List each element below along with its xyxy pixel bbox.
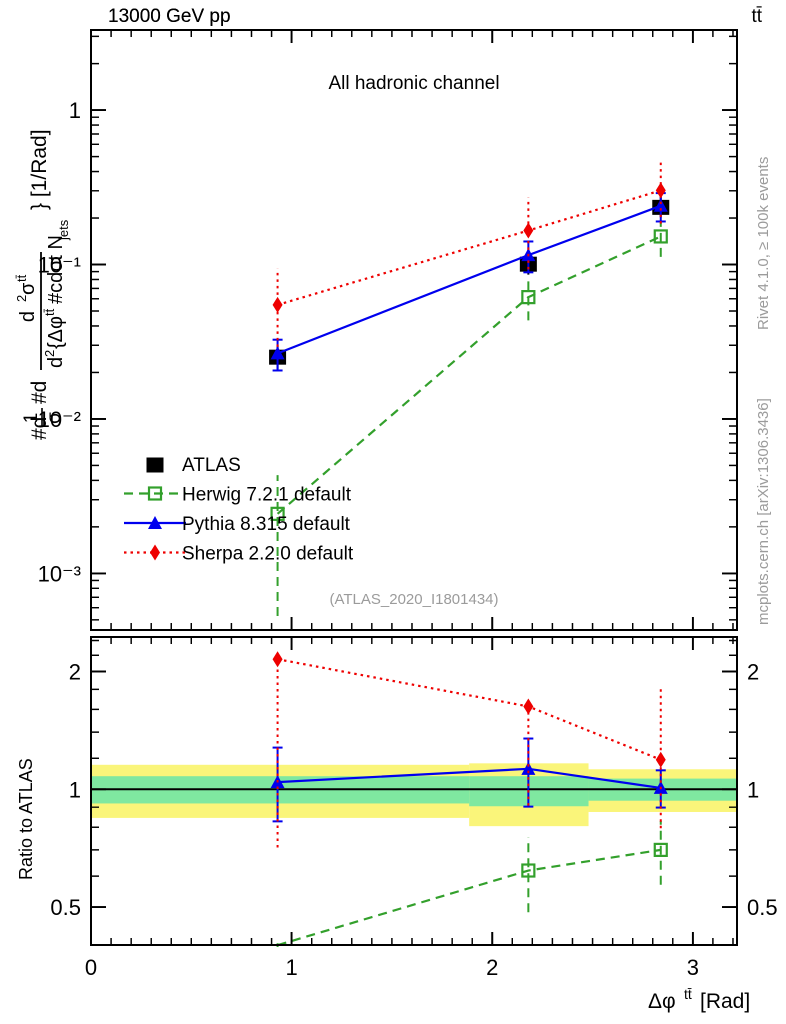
marker-square-open	[653, 842, 668, 857]
legend-label: ATLAS	[182, 455, 241, 476]
x-tick-label: 0	[85, 955, 97, 980]
svg-text:tt̄: tt̄	[42, 308, 57, 316]
mcplots-label: mcplots.cern.ch [arXiv:1306.3436]	[755, 398, 772, 625]
marker-diamond-filled	[655, 751, 666, 768]
left-mask	[0, 0, 90, 1024]
x-tick-label: 2	[486, 955, 498, 980]
marker-triangle-filled	[270, 346, 285, 360]
svg-text:} [1/Rad]: } [1/Rad]	[28, 129, 51, 210]
series-pythia	[270, 192, 668, 372]
below-mask	[0, 947, 786, 1024]
rivet-version-label: Rivet 4.1.0, ≥ 100k events	[755, 157, 772, 330]
header: 13000 GeV pp tt̄ All hadronic channel (ATLA…	[108, 6, 763, 608]
svg-text:Δφ: Δφ	[648, 990, 676, 1013]
y-tick-label-ratio-right: 2	[747, 659, 759, 684]
right-mask	[739, 0, 786, 1024]
marker-square-open	[521, 290, 536, 305]
svg-text:#d: #d	[28, 381, 51, 404]
marker-diamond-filled	[655, 182, 666, 199]
beam-label: 13000 GeV pp	[108, 6, 231, 27]
y-axis-label-ratio: Ratio to ATLAS	[16, 758, 36, 880]
y-tick-label-main: 10⁻²	[38, 407, 81, 432]
svg-text:#d: #d	[28, 417, 51, 440]
series-line	[276, 235, 662, 515]
ratio-series-herwig	[276, 820, 668, 1024]
marker-triangle-filled	[148, 516, 162, 529]
marker-square-open	[270, 506, 285, 521]
analysis-id: (ATLAS_2020_I1801434)	[329, 591, 498, 608]
series-line	[277, 204, 662, 355]
legend-item-pythia[interactable]: Pythia 8.315 default	[124, 514, 351, 535]
svg-text:tt̄: tt̄	[14, 274, 29, 282]
ratio-panel-series	[270, 651, 668, 1024]
legend-item-sherpa[interactable]: Sherpa 2.2.0 default	[124, 544, 354, 565]
marker-triangle-filled	[653, 198, 668, 212]
marker-square-open	[147, 486, 163, 501]
ratio-panel-frame	[90, 636, 738, 946]
y-tick-label-main: 10⁻¹	[38, 253, 81, 278]
series-sherpa	[272, 161, 666, 347]
svg-text:d: d	[17, 311, 39, 322]
ratio-series-sherpa	[272, 651, 666, 848]
y-tick-label-ratio: 2	[69, 659, 81, 684]
marker-square-filled	[146, 457, 164, 473]
ratio-series-line	[277, 658, 662, 761]
marker-diamond-filled	[523, 698, 534, 715]
process-label: tt̄	[751, 6, 762, 27]
svg-text:tt̄: tt̄	[684, 986, 692, 1002]
legend: ATLAS Herwig 7.2.1 default Pythia 8.315 de…	[124, 455, 354, 565]
svg-text:2: 2	[14, 295, 29, 302]
main-panel-series	[269, 161, 670, 616]
y-tick-label-ratio-right: 1	[747, 777, 759, 802]
svg-text:{Δφ: {Δφ	[45, 316, 67, 349]
ratio-uncertainty-bands	[91, 763, 737, 827]
legend-item-herwig[interactable]: Herwig 7.2.1 default	[124, 485, 352, 506]
svg-text:σ: σ	[44, 412, 65, 424]
main-panel-frame	[90, 29, 738, 631]
series-atlas	[269, 196, 670, 370]
svg-text:2: 2	[42, 350, 57, 357]
panel-gap-mask	[0, 632, 786, 635]
beam-label: 13000 GeV pp	[108, 6, 231, 27]
svg-text:#cdot N: #cdot N	[45, 235, 67, 304]
y-tick-label-ratio: 1	[69, 777, 81, 802]
y-tick-label-main: 1	[69, 98, 81, 123]
svg-text:jets: jets	[56, 219, 71, 241]
marker-diamond-filled	[272, 651, 283, 668]
x-axis-title: Δφ tt̄ [Rad]	[648, 986, 750, 1013]
x-tick-label: 1	[285, 955, 297, 980]
y-tick-label-ratio-right: 0.5	[747, 895, 778, 920]
y-tick-label-main: 10⁻³	[38, 561, 81, 586]
ratio-series-line	[277, 848, 661, 947]
legend-label: Sherpa 2.2.0 default	[182, 544, 354, 565]
marker-square-open	[653, 229, 668, 244]
marker-diamond-filled	[150, 544, 160, 561]
marker-diamond-filled	[272, 296, 283, 313]
svg-text:σ: σ	[17, 282, 39, 295]
channel-title: All hadronic channel	[328, 73, 499, 94]
main-panel-frame	[90, 29, 738, 631]
frames-overlay	[90, 29, 738, 946]
svg-text:[Rad]: [Rad]	[700, 990, 750, 1013]
y-tick-label-ratio: 0.5	[50, 895, 81, 920]
axis-ticks: 0 1 2 3 1 10⁻¹ 10⁻² 10⁻³ 2 2 1 1 0.5 0.5	[38, 30, 778, 980]
svg-text:d: d	[45, 357, 67, 368]
marker-square-open	[521, 863, 536, 878]
marker-triangle-filled	[521, 761, 536, 775]
legend-label: Pythia 8.315 default	[182, 514, 351, 535]
series-line	[277, 189, 662, 306]
svg-text:1: 1	[21, 413, 42, 424]
legend-label: Herwig 7.2.1 default	[182, 485, 352, 506]
marker-diamond-filled	[523, 222, 534, 239]
x-tick-label: 3	[687, 955, 699, 980]
series-herwig	[270, 220, 668, 616]
legend-item-atlas[interactable]: ATLAS	[146, 455, 241, 476]
